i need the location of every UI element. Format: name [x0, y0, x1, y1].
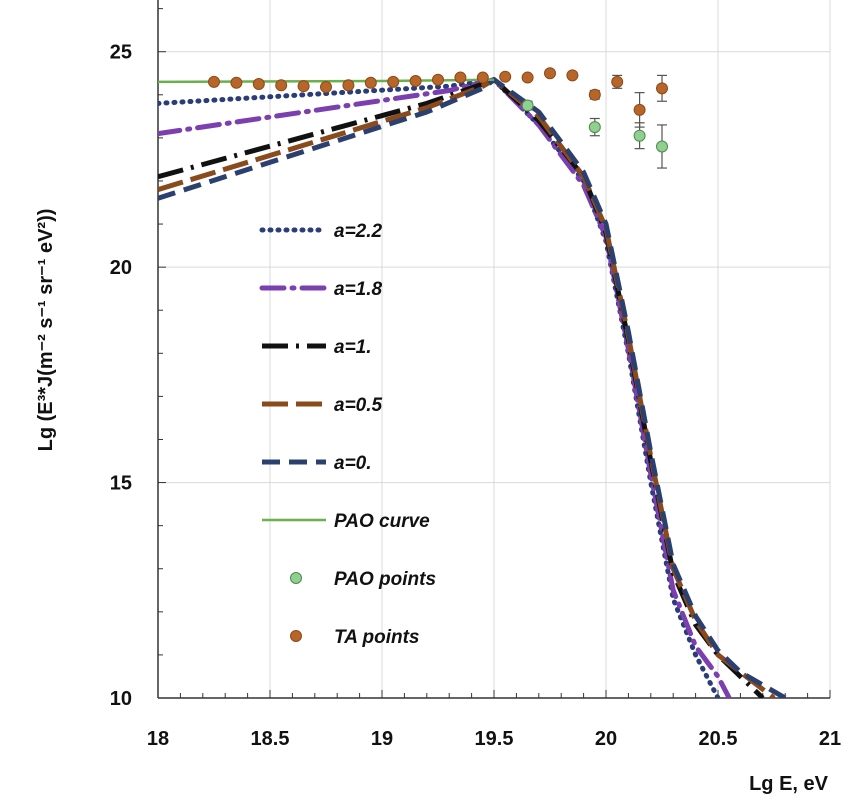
y-tick-label: 10	[110, 688, 132, 710]
data-point-0	[588, 121, 601, 134]
data-point-0	[521, 99, 534, 112]
legend-label: a=0.	[334, 453, 372, 474]
series-line-4	[158, 77, 787, 698]
data-point-1	[476, 71, 489, 84]
x-tick-label: 18	[147, 728, 169, 750]
grid	[158, 0, 831, 699]
data-point-1	[521, 71, 534, 84]
legend-label: TA points	[334, 627, 419, 648]
data-point-1	[633, 103, 646, 116]
data-point-1	[409, 75, 422, 88]
legend-swatch-6	[290, 572, 302, 584]
y-tick-label: 25	[110, 42, 132, 64]
data-point-1	[566, 69, 579, 82]
data-point-1	[499, 70, 512, 83]
legend-label: a=2.2	[334, 221, 383, 242]
x-tick-label: 19	[371, 728, 393, 750]
tick-labels: 18 18.5 19 19.5 20 20.5 21 10 15 20 25	[110, 42, 841, 750]
data-point-1	[611, 75, 624, 88]
legend-label: a=0.5	[334, 395, 383, 416]
legend-label: a=1.	[334, 337, 372, 358]
legend-swatch-7	[290, 630, 302, 642]
x-tick-label: 18.5	[251, 728, 290, 750]
legend: a=2.2 a=1.8 a=1. a=0.5 a=0. PAO curve PAO poin…	[259, 221, 436, 648]
series-layer	[158, 77, 787, 698]
data-point-1	[320, 81, 332, 94]
data-point-0	[633, 129, 646, 142]
legend-label: PAO curve	[334, 511, 430, 532]
legend-label: PAO points	[334, 569, 436, 590]
y-tick-label: 15	[110, 473, 132, 495]
data-point-1	[544, 67, 556, 80]
x-tick-label: 20.5	[699, 728, 738, 750]
points-layer	[208, 67, 668, 169]
data-point-1	[297, 80, 310, 93]
data-point-1	[588, 88, 601, 101]
series-line-2	[158, 77, 765, 698]
data-point-1	[364, 76, 377, 89]
data-point-1	[342, 79, 355, 92]
data-point-1	[252, 78, 265, 91]
data-point-1	[275, 79, 288, 92]
data-point-1	[208, 75, 220, 88]
data-point-1	[432, 73, 444, 86]
x-tick-label: 19.5	[475, 728, 514, 750]
x-axis-label: Lg E, eV	[749, 773, 829, 795]
data-point-1	[454, 71, 467, 84]
legend-label: a=1.8	[334, 279, 383, 300]
data-point-1	[387, 75, 400, 88]
y-axis-label: Lg (E³*J(m⁻² s⁻¹ sr⁻¹ eV²))	[35, 209, 57, 452]
x-tick-label: 20	[595, 728, 617, 750]
x-tick-label: 21	[819, 728, 841, 750]
y-tick-label: 20	[110, 257, 132, 279]
data-point-1	[230, 76, 243, 89]
data-point-1	[656, 82, 668, 95]
data-point-0	[656, 140, 668, 153]
